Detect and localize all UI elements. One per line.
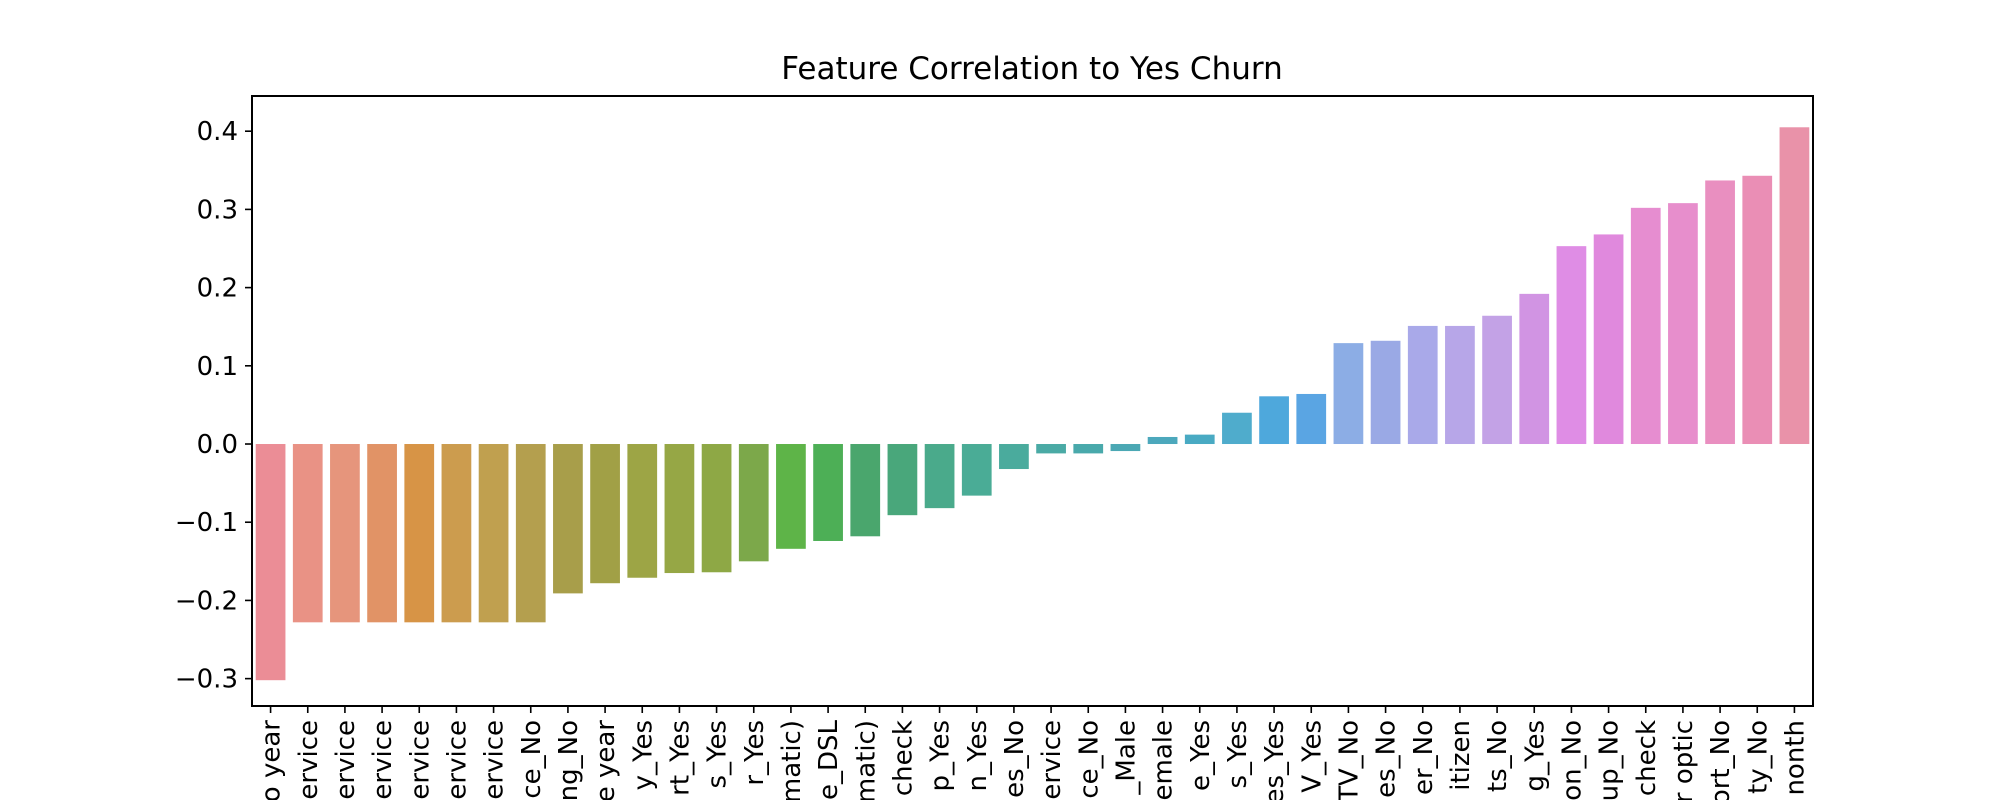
bar-38 — [1668, 203, 1698, 445]
x-tick-label: ervice — [331, 720, 361, 800]
bar-1 — [292, 444, 323, 623]
y-tick-label: 0.4 — [197, 117, 238, 147]
x-tick-label: es_Yes — [1260, 720, 1290, 800]
x-tick-label: es_No — [1372, 720, 1402, 798]
y-axis: −0.3 −0.2 −0.1 0.0 0.1 0.2 0.3 0.4 — [175, 117, 252, 695]
bar-5 — [441, 444, 472, 623]
x-tick-label: ort_No — [1706, 720, 1736, 800]
y-tick-label: −0.1 — [175, 508, 238, 538]
bar-18 — [924, 444, 955, 509]
x-tick-label: e_Yes — [1186, 720, 1216, 791]
x-tick-label: emale — [1149, 720, 1179, 800]
x-tick-label: ce_No — [1074, 720, 1104, 799]
bar-31 — [1407, 325, 1438, 445]
y-tick-label: 0.3 — [197, 195, 238, 225]
x-tick-label: ts_No — [1483, 720, 1513, 792]
bars-group — [255, 127, 1810, 681]
x-tick-label: y_Yes — [628, 720, 658, 790]
bar-34 — [1519, 293, 1550, 445]
bar-10 — [627, 444, 658, 578]
x-tick-label: o year — [257, 720, 287, 800]
x-tick-label: r optic — [1669, 720, 1699, 800]
x-tick-label: s_Yes — [703, 720, 733, 789]
bar-12 — [701, 444, 732, 573]
x-tick-label: V_Yes — [1297, 720, 1327, 793]
bar-17 — [887, 444, 918, 516]
x-tick-label: matic) — [777, 720, 807, 800]
x-tick-label: p_Yes — [926, 720, 956, 791]
bar-19 — [961, 444, 992, 496]
bar-16 — [850, 444, 881, 537]
x-tick-label: itizen — [1446, 720, 1476, 791]
x-tick-label: ervice — [1037, 720, 1067, 800]
bar-11 — [664, 444, 695, 574]
plot-frame — [251, 95, 1814, 707]
bar-35 — [1556, 246, 1587, 445]
bar-22 — [1073, 444, 1104, 454]
bar-2 — [330, 444, 360, 623]
x-tick-label: r_Yes — [740, 720, 770, 786]
x-tick-label: nonth — [1780, 720, 1810, 796]
bar-9 — [590, 444, 620, 584]
x-tick-label: up_No — [1595, 720, 1625, 800]
bar-21 — [1036, 444, 1066, 454]
bar-0 — [255, 444, 286, 681]
bar-40 — [1742, 175, 1773, 445]
bar-26 — [1222, 412, 1252, 445]
bar-41 — [1779, 127, 1810, 445]
bar-33 — [1482, 315, 1512, 445]
bar-6 — [478, 444, 509, 623]
x-tick-label: on_No — [1557, 720, 1587, 800]
bar-4 — [404, 444, 435, 623]
bar-36 — [1593, 234, 1624, 445]
bar-15 — [813, 444, 843, 541]
y-tick-label: 0.1 — [197, 352, 238, 382]
bar-24 — [1147, 436, 1178, 445]
y-tick-label: −0.3 — [175, 665, 238, 695]
bar-37 — [1630, 207, 1661, 445]
x-tick-label: check — [1632, 720, 1662, 796]
bar-13 — [738, 444, 769, 562]
x-tick-label: g_Yes — [1520, 720, 1550, 791]
bar-32 — [1445, 325, 1475, 445]
y-tick-label: 0.2 — [197, 274, 238, 304]
bar-39 — [1705, 180, 1735, 445]
y-tick-label: 0.0 — [197, 430, 238, 460]
x-tick-label: matic) — [851, 720, 881, 800]
x-tick-label: ervice — [368, 720, 398, 800]
x-tick-label: ervice — [405, 720, 435, 800]
x-tick-label: es_No — [1000, 720, 1030, 798]
x-tick-label: ervice — [442, 720, 472, 800]
x-tick-label: ng_No — [554, 720, 584, 800]
y-tick-label: −0.2 — [175, 586, 238, 616]
x-tick-label: ty_No — [1743, 720, 1773, 794]
x-tick-label: er_No — [1409, 720, 1439, 795]
x-tick-label: n_Yes — [963, 720, 993, 791]
chart-title: Feature Correlation to Yes Churn — [781, 51, 1282, 87]
x-tick-label: _Male — [1111, 720, 1141, 796]
bar-29 — [1333, 343, 1364, 445]
bar-20 — [999, 444, 1029, 470]
bar-25 — [1184, 434, 1215, 445]
bar-23 — [1110, 444, 1141, 452]
x-tick-label: ce_No — [517, 720, 547, 799]
x-tick-label: s_Yes — [1223, 720, 1253, 789]
bar-7 — [515, 444, 546, 623]
bar-14 — [776, 444, 806, 549]
x-tick-label: TV_No — [1334, 720, 1364, 800]
x-tick-label: rt_Yes — [665, 720, 695, 796]
bar-30 — [1370, 340, 1401, 445]
x-axis: o year ervice ervice ervice ervice ervice ervi… — [257, 706, 1810, 800]
bar-27 — [1259, 396, 1289, 445]
x-tick-label: ervice — [480, 720, 510, 800]
x-tick-label: check — [888, 720, 918, 796]
bar-28 — [1296, 393, 1327, 445]
bar-3 — [367, 444, 397, 623]
x-tick-label: ervice — [294, 720, 324, 800]
x-tick-label: e_DSL — [814, 719, 844, 800]
bar-8 — [553, 444, 583, 594]
x-tick-label: e year — [591, 720, 621, 800]
